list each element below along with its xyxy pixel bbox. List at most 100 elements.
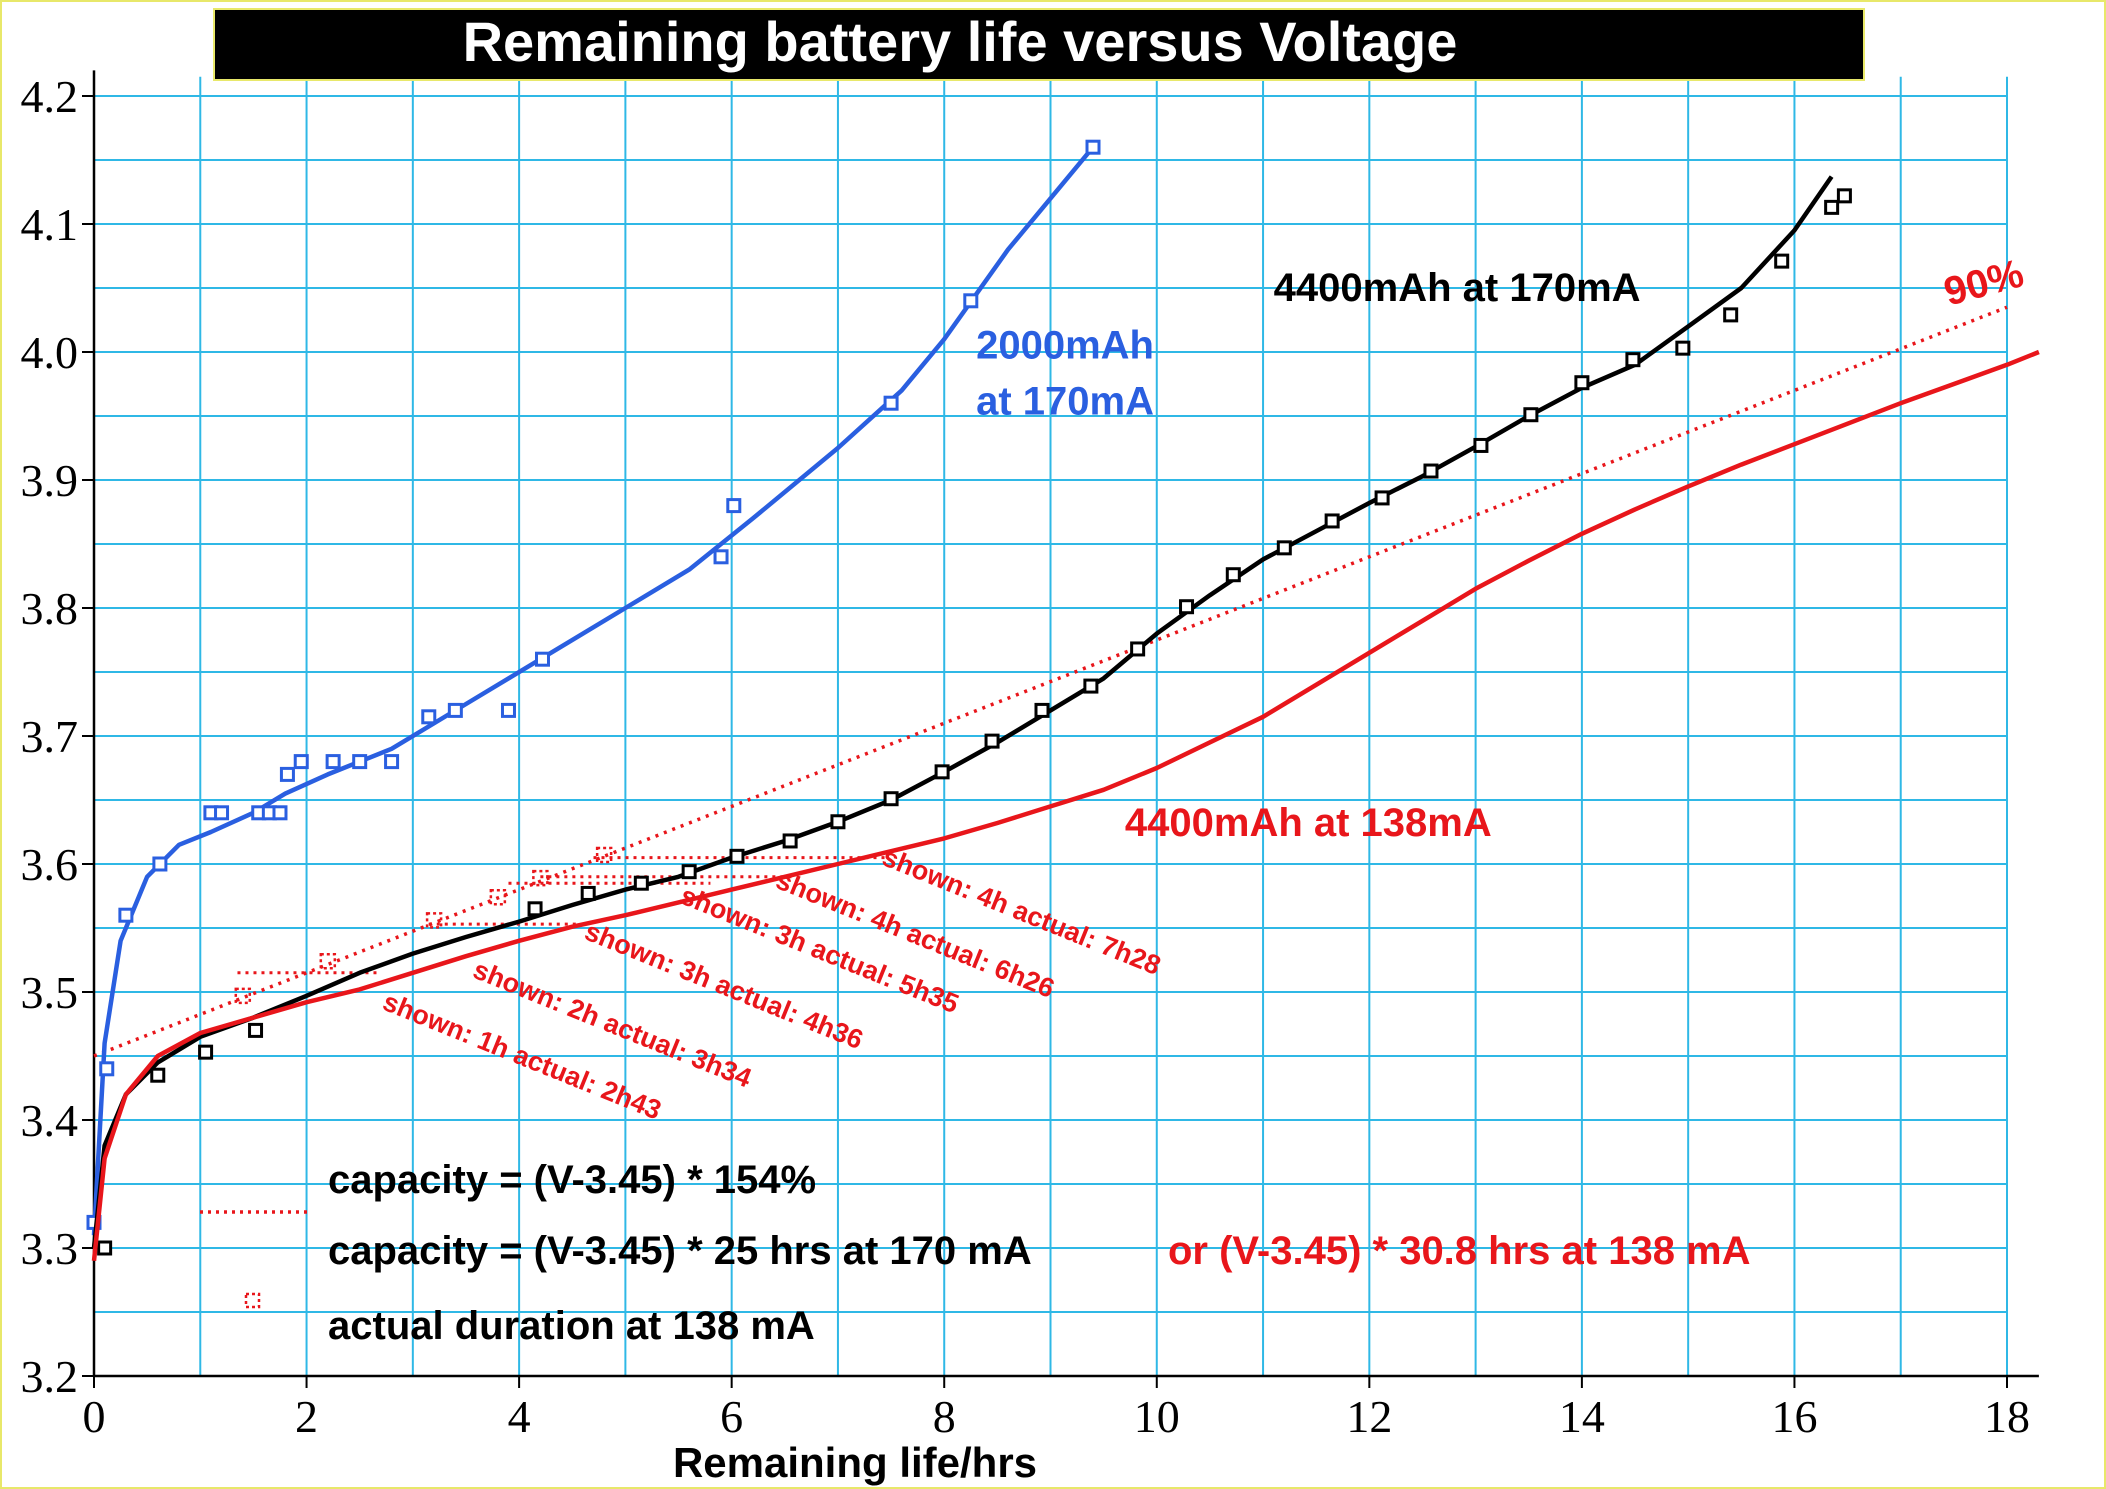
series-2000mah-170ma-point <box>214 805 230 821</box>
y-tick-label: 3.5 <box>21 967 79 1018</box>
legend-formula-percent: capacity = (V-3.45) * 154% <box>328 1158 816 1202</box>
y-tick-label: 3.7 <box>21 711 79 762</box>
series-4400mah-170ma-point <box>1523 407 1539 423</box>
fit-line-90pct <box>93 305 2008 1058</box>
series-2000mah-170ma-point <box>325 754 341 770</box>
series-layer <box>86 139 2040 1262</box>
axes: 0 2 4 6 8 10 12 14 16 18 3.2 3.3 3.4 3.5 3.6 3.7 3.8 3.9 4… <box>21 70 2039 1442</box>
series-label-line: at 170mA <box>976 379 1154 423</box>
x-axis-label: Remaining life/hrs <box>673 1439 1037 1486</box>
series-2000mah-170ma-point <box>713 549 729 565</box>
x-tick-label: 14 <box>1559 1391 1605 1442</box>
series-4400mah-170ma-point <box>1574 375 1590 391</box>
actual-duration-marker <box>532 869 549 887</box>
series-2000mah-170ma-point <box>726 498 742 514</box>
series-4400mah-170ma-point <box>97 1240 113 1256</box>
series-4400mah-170ma-point <box>1625 352 1641 368</box>
legend-actual-duration: actual duration at 138 mA <box>328 1304 815 1348</box>
series-4400mah-170ma-point <box>830 814 846 830</box>
chart-title: Remaining battery life versus Voltage <box>463 10 1458 73</box>
series-4400mah-170ma-point <box>1225 567 1241 583</box>
series-4400mah-170ma-point <box>633 875 649 891</box>
x-tick-label: 6 <box>720 1391 743 1442</box>
legend-marker-symbol <box>244 1292 261 1309</box>
legend: capacity = (V-3.45) * 154% capacity = (V-… <box>200 1158 1751 1348</box>
series-4400mah-138ma-line <box>91 349 2040 1262</box>
series-4400mah-170ma-point <box>248 1022 264 1038</box>
series-label-line: 4400mAh at 170mA <box>1274 266 1641 310</box>
series-2000mah-170ma-point <box>384 754 400 770</box>
series-label-line: 4400mAh at 138mA <box>1125 801 1492 845</box>
series-2000mah-170ma-point <box>118 907 134 923</box>
series-4400mah-170ma-point <box>883 791 899 807</box>
series-label-line: 2000mAh <box>976 323 1154 367</box>
series-2000mah-170ma-point <box>352 754 368 770</box>
y-tick-label: 4.1 <box>21 199 79 250</box>
series-4400mah-170ma-point <box>1824 199 1840 215</box>
actual-duration-marker <box>319 953 337 970</box>
series-2000mah-170ma-point <box>963 293 979 309</box>
series-4400mah-170ma-point <box>1276 540 1292 556</box>
series-2000mah-170ma-point <box>447 702 463 718</box>
y-tick-label: 3.6 <box>21 839 79 890</box>
x-tick-label: 2 <box>295 1391 318 1442</box>
actual-duration-marker <box>234 987 252 1005</box>
label-90pct: 90% <box>1939 251 2028 314</box>
label-4400mah-170ma: 4400mAh at 170mA <box>1274 266 1641 310</box>
actual-duration-marker <box>595 846 613 864</box>
series-2000mah-170ma-point <box>152 856 168 872</box>
series-4400mah-170ma-point <box>1774 253 1790 269</box>
label-4400mah-138ma: 4400mAh at 138mA <box>1125 801 1492 845</box>
series-2000mah-170ma-point <box>293 754 309 770</box>
series-4400mah-170ma-point <box>580 885 596 901</box>
x-tick-label: 10 <box>1134 1391 1180 1442</box>
actual-duration-marker <box>489 889 507 906</box>
x-tick-label: 4 <box>508 1391 531 1442</box>
series-2000mah-170ma-point <box>99 1061 115 1077</box>
y-tick-label: 4.2 <box>21 71 79 122</box>
legend-formula-hours-138: or (V-3.45) * 30.8 hrs at 138 mA <box>1168 1229 1751 1273</box>
series-4400mah-170ma-point <box>1374 490 1390 506</box>
x-tick-label: 0 <box>83 1391 106 1442</box>
series-4400mah-170ma-point <box>934 764 950 780</box>
y-tick-label: 4.0 <box>21 327 79 378</box>
label-2000mah-170ma: 2000mAh at 170mA <box>976 323 1154 423</box>
y-tick-label: 3.9 <box>21 455 79 506</box>
series-4400mah-170ma-line <box>91 175 1834 1249</box>
series-4400mah-170ma-point <box>782 833 798 849</box>
series-4400mah-170ma-point <box>681 864 697 880</box>
y-tick-label: 3.2 <box>21 1351 79 1402</box>
series-label-line: 90% <box>1939 251 2028 314</box>
y-tick-label: 3.3 <box>21 1223 79 1274</box>
series-4400mah-170ma-point <box>1723 307 1739 323</box>
legend-formula-hours-170: capacity = (V-3.45) * 25 hrs at 170 mA <box>328 1229 1032 1273</box>
series-4400mah-170ma-point <box>1423 463 1439 479</box>
series-4400mah-170ma-point <box>1034 702 1050 718</box>
series-4400mah-170ma-point <box>1083 678 1099 694</box>
series-2000mah-170ma-point <box>883 395 899 411</box>
series-2000mah-170ma-point <box>421 709 437 725</box>
series-4400mah-170ma-point <box>1324 513 1340 529</box>
x-tick-label: 8 <box>933 1391 956 1442</box>
series-4400mah-170ma-point <box>150 1067 166 1083</box>
series-4400mah-170ma-point <box>984 733 1000 749</box>
series-2000mah-170ma-point <box>1085 139 1101 155</box>
chart-title-group: Remaining battery life versus Voltage <box>213 8 1865 81</box>
y-tick-label: 3.8 <box>21 583 79 634</box>
series-4400mah-170ma-point <box>1836 188 1852 204</box>
chart-title-background <box>213 8 1865 81</box>
x-tick-label: 16 <box>1771 1391 1817 1442</box>
y-tick-label: 3.4 <box>21 1095 79 1146</box>
actual-duration-marker <box>425 912 443 929</box>
series-2000mah-170ma-point <box>500 702 516 718</box>
series-labels: 2000mAh at 170mA 4400mAh at 170mA 4400mAh a… <box>976 251 2028 844</box>
series-2000mah-170ma-point <box>272 805 288 821</box>
x-tick-label: 12 <box>1346 1391 1392 1442</box>
series-4400mah-170ma-point <box>729 848 745 864</box>
series-4400mah-170ma-point <box>1130 641 1146 657</box>
series-4400mah-170ma-point <box>198 1044 214 1060</box>
series-2000mah-170ma-point <box>279 766 295 782</box>
